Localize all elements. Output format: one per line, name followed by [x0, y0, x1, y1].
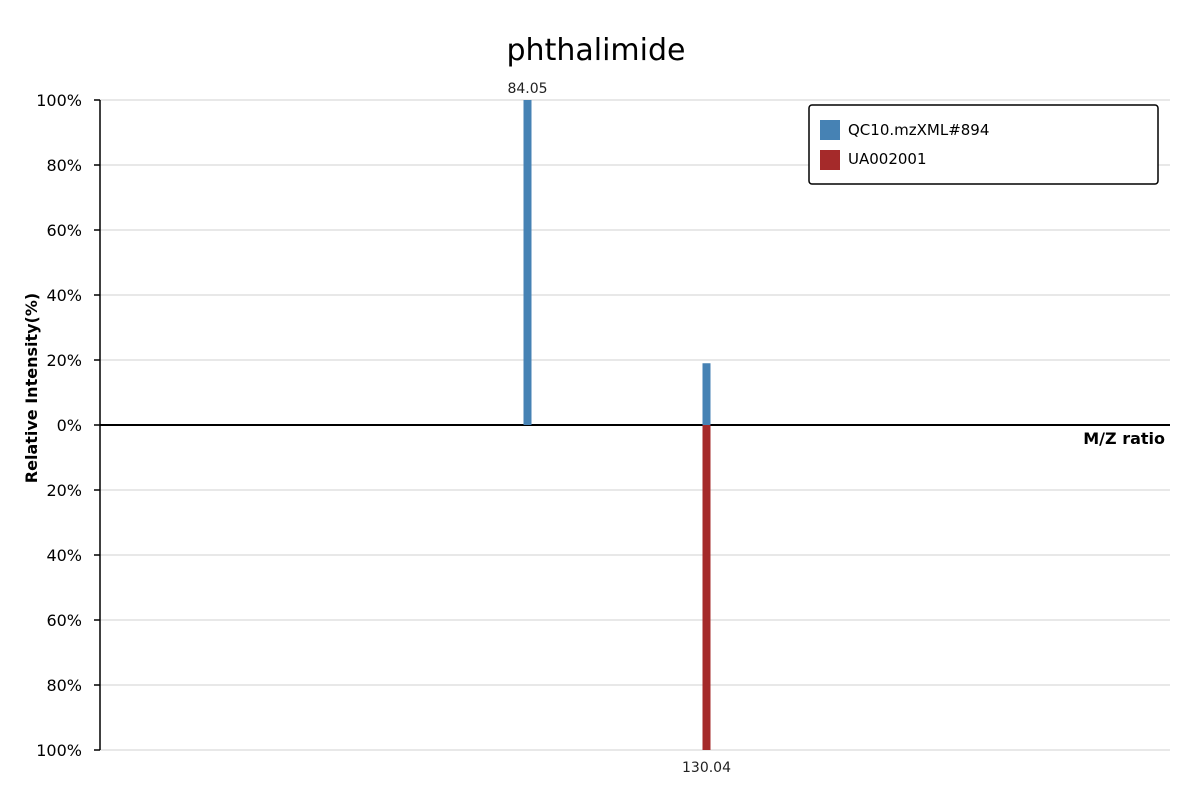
y-tick-label: 80% [46, 676, 82, 695]
y-tick-label: 40% [46, 286, 82, 305]
peak-layer [523, 100, 711, 750]
chart-title: phthalimide [507, 33, 686, 68]
grid-layer [100, 99, 1170, 751]
y-tick-label: 100% [36, 741, 82, 760]
y-tick-label: 40% [46, 546, 82, 565]
y-tick-label: 20% [46, 351, 82, 370]
legend-box [808, 104, 1159, 185]
peak-label: 130.04 [682, 760, 731, 776]
legend-swatch-qc10 [820, 120, 840, 140]
y-tick-layer: 100% 80% 60% 40% 20% 0% 20% 40% 60% 80% 100% [36, 91, 100, 760]
y-axis-title: Relative Intensity(%) [22, 293, 41, 483]
axis-layer [99, 100, 1170, 750]
legend-swatch-ua002001 [820, 150, 840, 170]
peak-bar-series-0 [523, 100, 532, 425]
legend: QC10.mzXML#894 UA002001 [808, 104, 1159, 185]
y-tick-label: 20% [46, 481, 82, 500]
x-axis-title: M/Z ratio [1083, 429, 1165, 448]
y-tick-label: 100% [36, 91, 82, 110]
y-tick-label: 80% [46, 156, 82, 175]
peak-bar-series-0 [702, 363, 711, 425]
y-tick-label: 60% [46, 611, 82, 630]
y-tick-label: 0% [57, 416, 82, 435]
peak-label: 84.05 [507, 81, 547, 97]
peak-bar-series-1 [702, 425, 711, 750]
legend-label-ua002001: UA002001 [848, 150, 927, 168]
legend-label-qc10: QC10.mzXML#894 [848, 121, 989, 139]
peak-label-layer: 84.05 130.04 [507, 81, 731, 776]
y-tick-label: 60% [46, 221, 82, 240]
